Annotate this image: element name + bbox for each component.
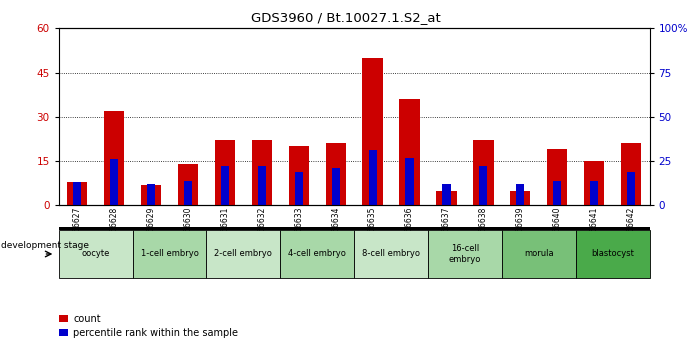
- Text: 4-cell embryo: 4-cell embryo: [288, 250, 346, 258]
- Text: blastocyst: blastocyst: [591, 250, 634, 258]
- Bar: [363, 58, 383, 205]
- Bar: [584, 161, 605, 205]
- Text: percentile rank within the sample: percentile rank within the sample: [73, 328, 238, 338]
- Bar: [406, 158, 414, 205]
- Bar: [147, 184, 155, 205]
- Bar: [547, 149, 567, 205]
- Bar: [294, 172, 303, 205]
- Text: GDS3960 / Bt.10027.1.S2_at: GDS3960 / Bt.10027.1.S2_at: [251, 11, 440, 24]
- Bar: [590, 181, 598, 205]
- Text: 1-cell embryo: 1-cell embryo: [140, 250, 198, 258]
- Bar: [627, 172, 635, 205]
- Bar: [184, 181, 192, 205]
- Bar: [178, 164, 198, 205]
- Bar: [104, 111, 124, 205]
- Bar: [553, 181, 561, 205]
- Bar: [332, 168, 340, 205]
- Bar: [67, 182, 87, 205]
- Bar: [480, 166, 487, 205]
- Bar: [110, 159, 118, 205]
- Bar: [221, 166, 229, 205]
- Text: 2-cell embryo: 2-cell embryo: [214, 250, 272, 258]
- Bar: [252, 141, 272, 205]
- Bar: [215, 141, 235, 205]
- Text: oocyte: oocyte: [82, 250, 110, 258]
- Text: 16-cell
embryo: 16-cell embryo: [448, 244, 481, 264]
- Bar: [325, 143, 346, 205]
- Bar: [516, 184, 524, 205]
- Text: morula: morula: [524, 250, 553, 258]
- Bar: [399, 99, 419, 205]
- Bar: [473, 141, 493, 205]
- Bar: [621, 143, 641, 205]
- Bar: [258, 166, 266, 205]
- Text: 8-cell embryo: 8-cell embryo: [362, 250, 420, 258]
- Bar: [141, 185, 161, 205]
- Bar: [436, 190, 457, 205]
- Text: development stage: development stage: [1, 241, 88, 250]
- Bar: [73, 182, 82, 205]
- Bar: [289, 146, 309, 205]
- Bar: [442, 184, 451, 205]
- Text: count: count: [73, 314, 101, 324]
- Bar: [368, 150, 377, 205]
- Bar: [510, 190, 531, 205]
